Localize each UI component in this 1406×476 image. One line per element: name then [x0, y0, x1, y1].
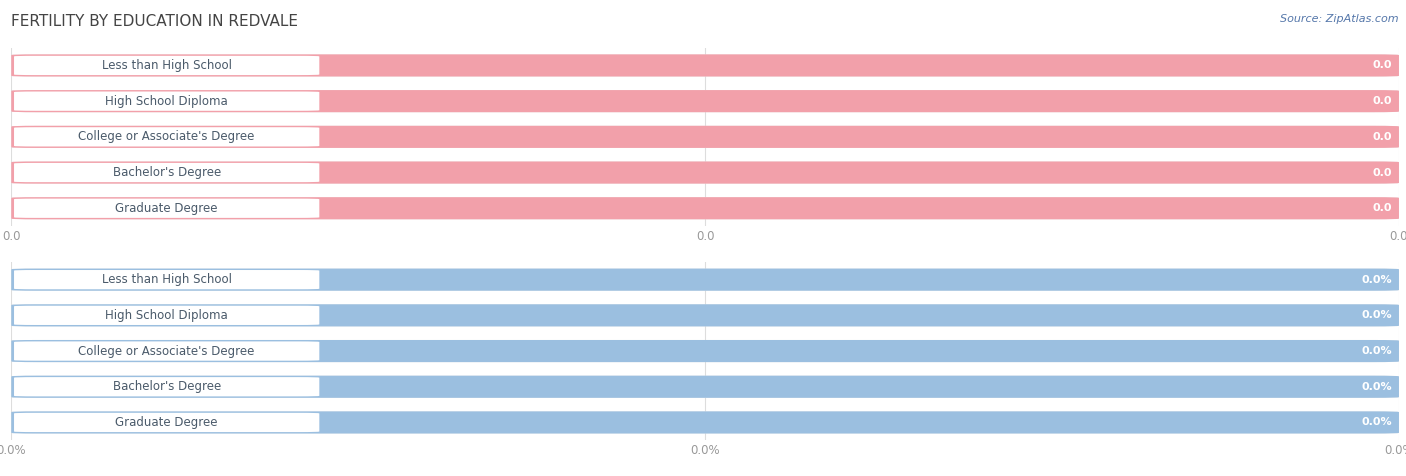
FancyBboxPatch shape — [11, 197, 1399, 219]
FancyBboxPatch shape — [11, 126, 1399, 148]
Text: FERTILITY BY EDUCATION IN REDVALE: FERTILITY BY EDUCATION IN REDVALE — [11, 14, 298, 30]
FancyBboxPatch shape — [11, 411, 1399, 434]
FancyBboxPatch shape — [11, 376, 1399, 398]
Text: High School Diploma: High School Diploma — [105, 95, 228, 108]
FancyBboxPatch shape — [14, 91, 319, 111]
FancyBboxPatch shape — [11, 340, 1399, 362]
Text: 0.0%: 0.0% — [1361, 417, 1392, 427]
FancyBboxPatch shape — [11, 197, 1399, 219]
FancyBboxPatch shape — [11, 340, 1399, 362]
Text: Less than High School: Less than High School — [101, 59, 232, 72]
Text: 0.0: 0.0 — [1372, 203, 1392, 213]
FancyBboxPatch shape — [11, 126, 1399, 148]
Text: 0.0%: 0.0% — [1361, 382, 1392, 392]
Text: College or Associate's Degree: College or Associate's Degree — [79, 130, 254, 143]
FancyBboxPatch shape — [14, 163, 319, 182]
FancyBboxPatch shape — [11, 268, 1399, 291]
FancyBboxPatch shape — [14, 56, 319, 75]
FancyBboxPatch shape — [14, 127, 319, 147]
Text: High School Diploma: High School Diploma — [105, 309, 228, 322]
FancyBboxPatch shape — [14, 377, 319, 397]
Text: Less than High School: Less than High School — [101, 273, 232, 286]
FancyBboxPatch shape — [14, 270, 319, 289]
FancyBboxPatch shape — [14, 306, 319, 325]
Text: 0.0: 0.0 — [1372, 96, 1392, 106]
Text: 0.0: 0.0 — [1372, 132, 1392, 142]
Text: 0.0%: 0.0% — [1361, 310, 1392, 320]
Text: Source: ZipAtlas.com: Source: ZipAtlas.com — [1281, 14, 1399, 24]
FancyBboxPatch shape — [14, 341, 319, 361]
FancyBboxPatch shape — [14, 413, 319, 432]
FancyBboxPatch shape — [11, 54, 1399, 77]
Text: 0.0: 0.0 — [1372, 168, 1392, 178]
FancyBboxPatch shape — [11, 54, 1399, 77]
Text: 0.0: 0.0 — [1372, 60, 1392, 70]
FancyBboxPatch shape — [11, 90, 1399, 112]
FancyBboxPatch shape — [11, 268, 1399, 291]
FancyBboxPatch shape — [11, 304, 1399, 327]
FancyBboxPatch shape — [11, 304, 1399, 327]
FancyBboxPatch shape — [14, 198, 319, 218]
Text: Graduate Degree: Graduate Degree — [115, 416, 218, 429]
FancyBboxPatch shape — [11, 161, 1399, 184]
FancyBboxPatch shape — [11, 411, 1399, 434]
Text: Graduate Degree: Graduate Degree — [115, 202, 218, 215]
FancyBboxPatch shape — [11, 90, 1399, 112]
FancyBboxPatch shape — [11, 376, 1399, 398]
Text: College or Associate's Degree: College or Associate's Degree — [79, 345, 254, 357]
Text: 0.0%: 0.0% — [1361, 275, 1392, 285]
Text: Bachelor's Degree: Bachelor's Degree — [112, 166, 221, 179]
Text: 0.0%: 0.0% — [1361, 346, 1392, 356]
FancyBboxPatch shape — [11, 161, 1399, 184]
Text: Bachelor's Degree: Bachelor's Degree — [112, 380, 221, 393]
